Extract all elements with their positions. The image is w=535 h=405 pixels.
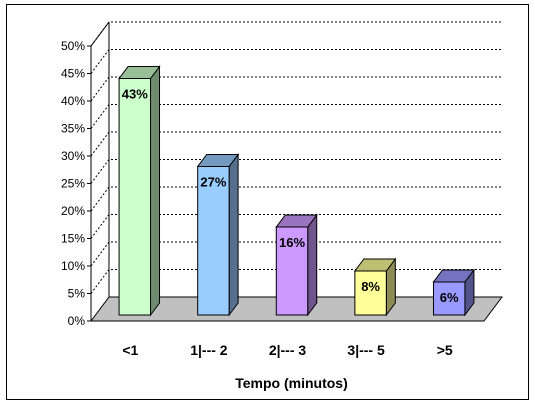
bar: 8%: [353, 257, 397, 317]
y-tick-label: 10%: [61, 259, 85, 273]
gridline: [90, 186, 502, 212]
data-label: 8%: [361, 279, 380, 294]
bar: 27%: [196, 153, 240, 317]
gridline: [90, 241, 502, 267]
gridline: [90, 214, 502, 239]
gridline: [90, 104, 502, 129]
bar-front: [197, 166, 230, 316]
y-tick-label: 40%: [61, 94, 85, 108]
chart-walls: [90, 21, 110, 321]
bar-chart: 0% 5% 10% 15% 20% 25% 30% 35% 40% 45% 50% 43% 27% 16…: [61, 21, 503, 391]
bar-side: [307, 213, 318, 317]
x-axis-labels: <1 1|--- 2 2|--- 3 3|--- 5 >5: [122, 342, 453, 358]
gridline: [90, 131, 502, 157]
y-axis-ticks: 0% 5% 10% 15% 20% 25% 30% 35% 40% 45% 50%: [61, 39, 91, 328]
y-tick-label: 35%: [61, 122, 85, 136]
y-tick-label: 20%: [61, 204, 85, 218]
data-label: 27%: [200, 175, 226, 190]
x-axis-title: Tempo (minutos): [235, 375, 348, 391]
y-tick-label: 25%: [61, 177, 85, 191]
gridline: [90, 76, 502, 102]
bar-side: [228, 153, 239, 317]
gridlines: [90, 21, 502, 294]
y-tick-label: 15%: [61, 232, 85, 246]
chart-frame: 0% 5% 10% 15% 20% 25% 30% 35% 40% 45% 50% 43% 27% 16…: [6, 4, 529, 400]
bar: 6%: [432, 268, 475, 317]
bar-front: [432, 281, 466, 316]
y-tick-label: 30%: [61, 149, 85, 163]
data-label: 16%: [279, 235, 305, 250]
bars: 43% 27% 16% 8% 6%: [118, 65, 475, 317]
data-label: 43%: [122, 87, 148, 102]
bar-front: [118, 78, 152, 316]
y-tick-label: 45%: [61, 67, 85, 81]
category-label: 2|--- 3: [269, 342, 307, 358]
category-label: 1|--- 2: [190, 342, 228, 358]
data-label: 6%: [440, 290, 459, 305]
bar-side: [150, 65, 161, 317]
category-label: 3|--- 5: [347, 342, 385, 358]
category-label: >5: [437, 342, 453, 358]
bar: 16%: [275, 213, 318, 317]
bar-front: [354, 270, 387, 316]
gridline: [90, 49, 502, 74]
gridline: [90, 21, 502, 47]
bar: 43%: [118, 65, 161, 317]
category-label: <1: [122, 342, 138, 358]
y-tick-label: 5%: [68, 287, 86, 301]
gridline: [90, 159, 502, 184]
y-tick-label: 50%: [61, 39, 85, 53]
bar-front: [275, 226, 309, 316]
y-tick-label: 0%: [68, 314, 86, 328]
